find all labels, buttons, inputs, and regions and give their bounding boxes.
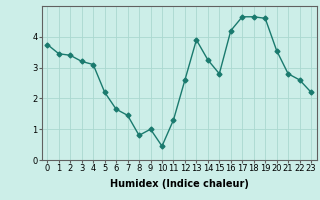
X-axis label: Humidex (Indice chaleur): Humidex (Indice chaleur) xyxy=(110,179,249,189)
